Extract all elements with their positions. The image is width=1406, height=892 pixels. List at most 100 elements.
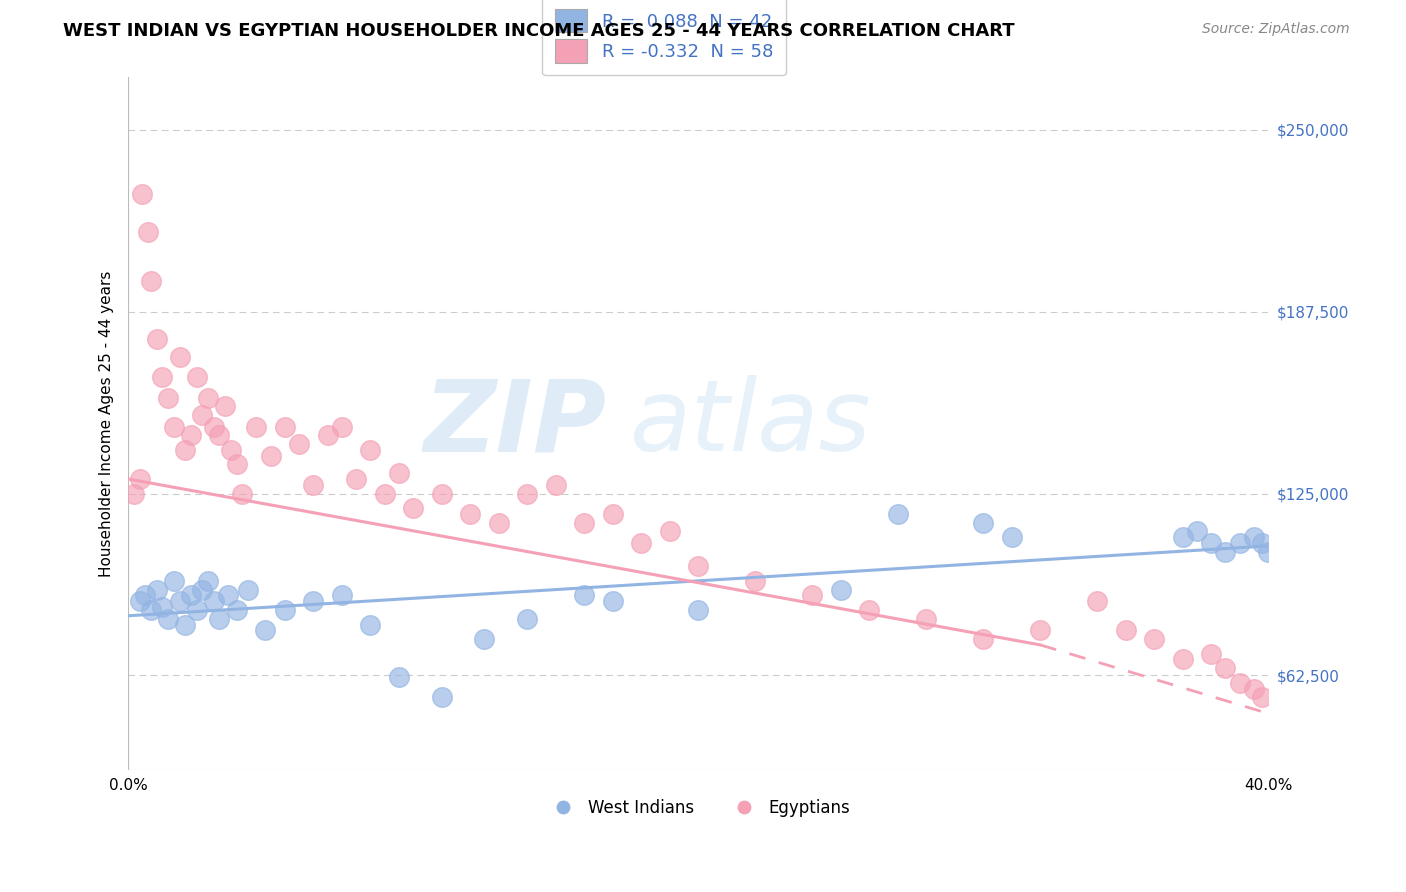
Point xyxy=(1257,545,1279,559)
Point xyxy=(458,507,481,521)
Point xyxy=(1229,675,1251,690)
Point xyxy=(1199,536,1222,550)
Point xyxy=(128,472,150,486)
Point xyxy=(208,428,231,442)
Point xyxy=(225,458,247,472)
Point xyxy=(139,603,162,617)
Point xyxy=(145,332,167,346)
Text: atlas: atlas xyxy=(630,376,872,472)
Point xyxy=(191,408,214,422)
Point xyxy=(1229,536,1251,550)
Point xyxy=(134,588,156,602)
Point xyxy=(1215,545,1237,559)
Point xyxy=(801,588,824,602)
Point xyxy=(1171,530,1194,544)
Point xyxy=(474,632,496,646)
Point xyxy=(236,582,259,597)
Point xyxy=(152,600,174,615)
Point xyxy=(163,419,186,434)
Point xyxy=(574,516,596,530)
Point xyxy=(1171,652,1194,666)
Point xyxy=(886,507,908,521)
Point xyxy=(972,632,994,646)
Point xyxy=(1199,647,1222,661)
Point xyxy=(544,478,567,492)
Point xyxy=(1001,530,1024,544)
Point xyxy=(1243,681,1265,696)
Point xyxy=(202,594,225,608)
Point xyxy=(152,370,174,384)
Point xyxy=(316,428,339,442)
Point xyxy=(516,486,538,500)
Point xyxy=(1251,690,1274,705)
Point xyxy=(186,370,208,384)
Point xyxy=(330,588,353,602)
Point xyxy=(688,559,710,574)
Point xyxy=(122,486,145,500)
Point xyxy=(214,399,236,413)
Point xyxy=(1115,624,1137,638)
Point xyxy=(174,617,197,632)
Legend: West Indians, Egyptians: West Indians, Egyptians xyxy=(540,793,858,824)
Point xyxy=(231,486,253,500)
Point xyxy=(430,486,453,500)
Text: Source: ZipAtlas.com: Source: ZipAtlas.com xyxy=(1202,22,1350,37)
Text: ZIP: ZIP xyxy=(425,376,607,472)
Point xyxy=(131,186,153,201)
Point xyxy=(163,574,186,588)
Point xyxy=(174,442,197,457)
Point xyxy=(245,419,267,434)
Point xyxy=(191,582,214,597)
Point xyxy=(197,391,219,405)
Point xyxy=(830,582,852,597)
Point xyxy=(186,603,208,617)
Point xyxy=(1251,536,1274,550)
Point xyxy=(254,624,277,638)
Point xyxy=(274,603,297,617)
Point xyxy=(169,594,191,608)
Point xyxy=(630,536,652,550)
Point xyxy=(1143,632,1166,646)
Point xyxy=(602,507,624,521)
Point xyxy=(602,594,624,608)
Point xyxy=(344,472,367,486)
Point xyxy=(157,391,180,405)
Point xyxy=(128,594,150,608)
Point xyxy=(915,612,938,626)
Text: WEST INDIAN VS EGYPTIAN HOUSEHOLDER INCOME AGES 25 - 44 YEARS CORRELATION CHART: WEST INDIAN VS EGYPTIAN HOUSEHOLDER INCO… xyxy=(63,22,1015,40)
Point xyxy=(139,274,162,288)
Point xyxy=(288,437,311,451)
Point xyxy=(219,442,242,457)
Point xyxy=(516,612,538,626)
Point xyxy=(402,501,425,516)
Point xyxy=(302,594,325,608)
Point xyxy=(688,603,710,617)
Point xyxy=(972,516,994,530)
Y-axis label: Householder Income Ages 25 - 44 years: Householder Income Ages 25 - 44 years xyxy=(100,270,114,577)
Point xyxy=(260,449,283,463)
Point xyxy=(225,603,247,617)
Point xyxy=(302,478,325,492)
Point xyxy=(388,466,411,480)
Point xyxy=(274,419,297,434)
Point xyxy=(217,588,239,602)
Point xyxy=(1215,661,1237,675)
Point xyxy=(330,419,353,434)
Point xyxy=(157,612,180,626)
Point xyxy=(359,442,381,457)
Point xyxy=(180,588,202,602)
Point xyxy=(169,350,191,364)
Point xyxy=(180,428,202,442)
Point xyxy=(374,486,396,500)
Point xyxy=(197,574,219,588)
Point xyxy=(858,603,880,617)
Point xyxy=(136,225,159,239)
Point xyxy=(1029,624,1052,638)
Point xyxy=(202,419,225,434)
Point xyxy=(1243,530,1265,544)
Point xyxy=(488,516,510,530)
Point xyxy=(430,690,453,705)
Point xyxy=(208,612,231,626)
Point xyxy=(744,574,766,588)
Point xyxy=(145,582,167,597)
